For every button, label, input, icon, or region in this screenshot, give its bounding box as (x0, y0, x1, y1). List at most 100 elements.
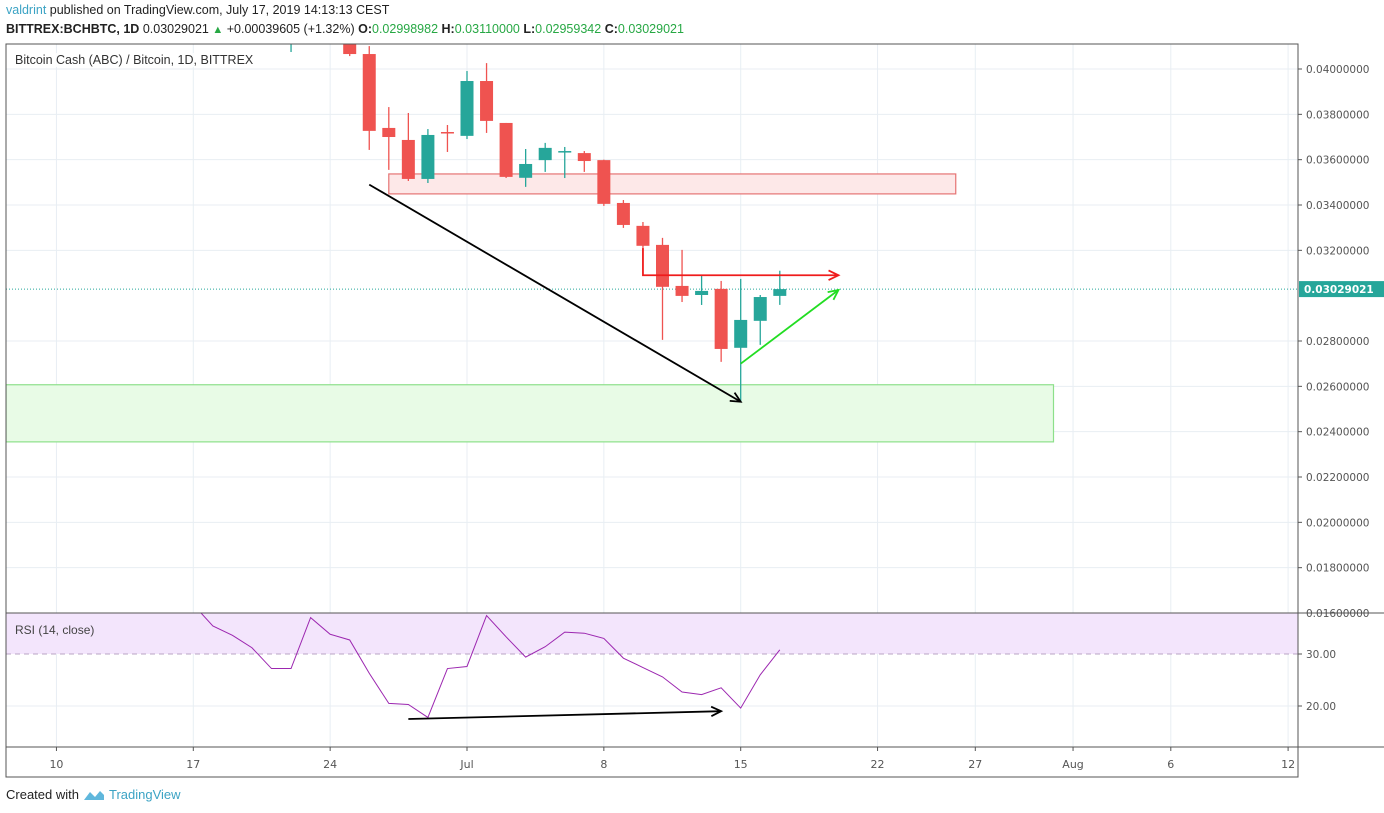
resistance-zone (388, 173, 957, 195)
candle (519, 149, 533, 187)
low-label: L: (523, 22, 536, 36)
time-tick-label: 10 (49, 758, 63, 771)
candle (480, 63, 494, 133)
candle (538, 142, 552, 172)
price-tick-label: 0.03200000 (1306, 245, 1369, 257)
price-tick-label: 0.03600000 (1306, 155, 1369, 167)
price-tick-label: 0.03800000 (1306, 109, 1369, 121)
trend-arrow (740, 289, 839, 365)
username-link[interactable]: valdrint (6, 3, 47, 17)
time-tick-label: 17 (186, 758, 200, 771)
last-price: 0.03029021 (142, 22, 209, 36)
candle (636, 222, 650, 250)
last-price-label: 0.03029021 (1304, 284, 1374, 296)
candle (577, 151, 591, 172)
close-value: 0.03029021 (617, 22, 684, 36)
time-tick-label: 15 (734, 758, 748, 771)
footer: Created with TradingView (6, 787, 181, 802)
time-tick-label: Jul (459, 758, 473, 771)
time-tick-label: 12 (1281, 758, 1295, 771)
time-tick-label: 27 (968, 758, 982, 771)
price-tick-label: 0.02400000 (1306, 427, 1369, 439)
candle-body (753, 297, 767, 321)
high-value: 0.03110000 (454, 22, 520, 36)
candle (343, 44, 357, 57)
chart-frame (5, 43, 1299, 778)
candle-body (382, 127, 396, 138)
candle-body (656, 244, 669, 287)
symbol: BITTREX:BCHBTC, 1D (6, 22, 140, 36)
price-tick-label: 0.02000000 (1306, 517, 1369, 529)
price-tick-label: 0.01800000 (1306, 563, 1369, 575)
price-tick-label: 0.02800000 (1306, 336, 1369, 348)
rsi-line (200, 613, 781, 719)
rsi-tick-label: 20.00 (1306, 701, 1336, 713)
price-pane[interactable] (6, 12, 1298, 443)
candle (499, 122, 513, 179)
price-tick-label: 0.02600000 (1306, 381, 1369, 393)
support-zone (6, 384, 1055, 443)
candle-body (773, 289, 787, 296)
candle-body (460, 81, 474, 136)
rsi-divergence-arrow-head (710, 705, 724, 718)
candle (362, 46, 376, 150)
candle (656, 237, 669, 340)
candle (440, 124, 454, 152)
candle-body (519, 163, 533, 178)
trend-arrow-head (729, 392, 743, 403)
chart-title: Bitcoin Cash (ABC) / Bitcoin, 1D, BITTRE… (15, 53, 254, 67)
candle (597, 159, 611, 206)
trend-arrow-head (827, 288, 841, 301)
price-tick-label: 0.04000000 (1306, 64, 1369, 76)
price-change: +0.00039605 (+1.32%) (226, 22, 355, 36)
candle-body (480, 81, 494, 121)
rsi-pane[interactable] (6, 446, 1298, 720)
tradingview-link[interactable]: TradingView (108, 787, 181, 802)
candle-body (597, 160, 611, 204)
candle (401, 112, 415, 181)
time-tick-label: 24 (323, 758, 337, 771)
candle-body (285, 24, 298, 35)
candle-body (675, 285, 689, 296)
candle-body (440, 132, 454, 134)
candle-body (538, 147, 552, 161)
candle (695, 274, 709, 305)
rsi-tick-label: 30.00 (1306, 649, 1336, 661)
last-price-badge (1299, 281, 1384, 298)
time-tick-label: 8 (600, 758, 607, 771)
candle-body (616, 202, 630, 225)
candle-body (577, 153, 591, 162)
trend-arrow (642, 248, 839, 277)
price-tick-label: 0.03400000 (1306, 200, 1369, 212)
tradingview-logo-icon (83, 790, 104, 800)
created-with-text: Created with (6, 787, 79, 802)
candle-body (343, 44, 357, 55)
candle (714, 280, 728, 362)
time-tick-label: 6 (1167, 758, 1174, 771)
candle (460, 71, 474, 140)
candle-body (401, 139, 415, 179)
candle-body (362, 54, 376, 131)
axes: 0.04000000 0.03800000 0.03600000 0.03400000… (5, 43, 1384, 778)
up-triangle-icon: ▲ (212, 24, 224, 36)
time-tick-label: 22 (871, 758, 885, 771)
published-text: published on TradingView.com, July 17, 2… (49, 3, 390, 17)
high-label: H: (441, 22, 455, 36)
rsi-band (6, 613, 1298, 654)
candle-body (499, 122, 513, 177)
trend-arrow (368, 183, 742, 403)
open-value: 0.02998982 (372, 22, 439, 36)
candle-body (734, 319, 748, 348)
candle-body (421, 134, 435, 179)
candle (753, 294, 767, 345)
candle (616, 200, 630, 228)
price-tick-label: 0.01600000 (1306, 608, 1369, 620)
candle (382, 107, 396, 170)
candle (734, 278, 748, 402)
publish-info: valdrint published on TradingView.com, J… (6, 3, 389, 17)
rsi-title: RSI (14, close) (15, 623, 95, 637)
candle (773, 270, 787, 305)
candle-body (695, 290, 709, 295)
symbol-info: BITTREX:BCHBTC, 1D 0.03029021 ▲ +0.00039… (6, 22, 684, 36)
